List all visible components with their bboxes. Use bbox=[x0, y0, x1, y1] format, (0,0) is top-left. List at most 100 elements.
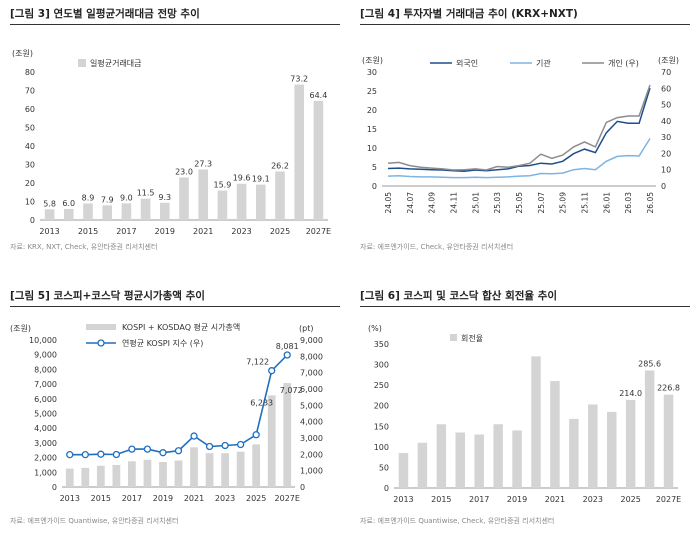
bar bbox=[625, 399, 636, 488]
x-tick-label: 2027E bbox=[275, 494, 300, 503]
y-tick-label-right: 5,000 bbox=[300, 401, 323, 410]
y-axis-title-right: (조원) bbox=[658, 56, 679, 65]
bar bbox=[436, 424, 447, 488]
data-label: 285.6 bbox=[638, 359, 661, 368]
data-label: 214.0 bbox=[619, 389, 642, 398]
bar bbox=[663, 394, 674, 488]
legend-label: 기관 bbox=[536, 58, 551, 68]
line-point bbox=[190, 432, 198, 440]
x-tick-label: 2025 bbox=[620, 495, 640, 504]
bar bbox=[283, 383, 292, 487]
bar bbox=[128, 461, 136, 487]
legend-label: 회전율 bbox=[461, 333, 483, 343]
y-tick-label-right: 4,000 bbox=[300, 418, 323, 427]
x-tick-label: 26.03 bbox=[624, 192, 633, 214]
chart-title: [그림 3] 연도별 일평균거래대금 전망 추이 bbox=[10, 8, 200, 20]
y-tick-label-right: 3,000 bbox=[300, 434, 323, 443]
y-tick-label-right: 8,000 bbox=[300, 352, 323, 361]
bar bbox=[569, 418, 579, 488]
line-point bbox=[143, 445, 152, 453]
chart-panel-daily-trading-value: [그림 3] 연도별 일평균거래대금 전망 추이 (조원) 0 10 20 30 40 50… bbox=[10, 6, 340, 258]
legend-label: 연평균 KOSPI 지수 (우) bbox=[122, 338, 203, 348]
bar bbox=[65, 468, 74, 487]
data-label: 7.9 bbox=[101, 195, 114, 204]
combo-chart-market-cap: (조원) (pt)01,0002,0003,0004,0005,0006,0007… bbox=[10, 322, 323, 503]
data-label: 8,081 bbox=[276, 342, 299, 351]
x-tick-label: 25.07 bbox=[537, 192, 546, 214]
bar bbox=[531, 356, 541, 488]
y-tick-label: 150 bbox=[374, 422, 389, 431]
x-tick-label: 2019 bbox=[155, 227, 175, 236]
x-tick-label: 2021 bbox=[184, 494, 204, 503]
y-tick-label: 0 bbox=[372, 182, 377, 191]
y-tick-label: 4,000 bbox=[34, 424, 57, 433]
x-tick-label: 2021 bbox=[193, 227, 213, 236]
data-label: 9.0 bbox=[120, 193, 133, 202]
y-tick-label-right: 50 bbox=[661, 101, 671, 110]
legend-label: 개인 (우) bbox=[608, 58, 639, 68]
x-tick-label: 25.09 bbox=[559, 192, 568, 214]
y-tick-label: 10,000 bbox=[29, 336, 57, 345]
x-tick-label: 2017 bbox=[116, 227, 136, 236]
y-tick-label: 0 bbox=[384, 484, 389, 493]
bar bbox=[83, 203, 93, 220]
y-tick-label: 0 bbox=[52, 483, 57, 492]
bar bbox=[313, 100, 324, 220]
legend-swatch bbox=[86, 324, 116, 330]
legend-label: 일평균거래대금 bbox=[90, 58, 142, 68]
bar bbox=[267, 395, 276, 487]
line-point bbox=[236, 440, 245, 449]
x-tick-label: 26.01 bbox=[602, 192, 611, 214]
bar bbox=[455, 432, 465, 488]
y-tick-label: 20 bbox=[25, 179, 35, 188]
y-tick-label: 8,000 bbox=[34, 365, 57, 374]
y-tick-label: 40 bbox=[25, 142, 35, 151]
x-tick-label: 2023 bbox=[583, 495, 603, 504]
y-tick-label: 10 bbox=[367, 144, 377, 153]
bar bbox=[64, 208, 74, 220]
title-rule bbox=[360, 24, 690, 25]
x-tick-label: 2013 bbox=[393, 495, 413, 504]
y-tick-label-right: 70 bbox=[661, 68, 671, 77]
legend-label: KOSPI + KOSDAQ 평균 시가총액 bbox=[122, 322, 240, 332]
data-label: 8.9 bbox=[82, 194, 95, 203]
y-tick-label: 5 bbox=[372, 163, 377, 172]
y-tick-label-right: 0 bbox=[300, 483, 305, 492]
x-tick-label: 25.05 bbox=[515, 192, 524, 214]
line-chart-investor-trading: (조원) (조원) 0 5 10 15 20 25 30 0 10 20 30 40 50 60 70 24.05… bbox=[362, 56, 679, 214]
bar bbox=[474, 434, 484, 488]
data-label: 7,122 bbox=[246, 358, 269, 367]
y-tick-label-right: 7,000 bbox=[300, 369, 323, 378]
y-tick-label-right: 1,000 bbox=[300, 467, 323, 476]
bar bbox=[221, 453, 229, 487]
line-point bbox=[205, 442, 214, 451]
y-tick-label: 50 bbox=[25, 124, 35, 133]
y-tick-label: 20 bbox=[367, 106, 377, 115]
y-tick-label: 2,000 bbox=[34, 454, 57, 463]
y-tick-label: 30 bbox=[25, 161, 35, 170]
x-tick-label: 24.09 bbox=[428, 192, 437, 214]
y-tick-label-right: 2,000 bbox=[300, 450, 323, 459]
y-tick-label: 1,000 bbox=[34, 468, 57, 477]
y-tick-label-right: 0 bbox=[661, 182, 666, 191]
data-label: 7,072 bbox=[280, 386, 303, 395]
line-point bbox=[97, 450, 105, 458]
y-axis-title-right: (pt) bbox=[299, 324, 313, 333]
x-tick-label: 2025 bbox=[270, 227, 290, 236]
y-tick-label: 3,000 bbox=[34, 439, 57, 448]
bar bbox=[159, 462, 167, 487]
bar bbox=[174, 460, 183, 487]
data-label: 73.2 bbox=[290, 75, 308, 84]
y-axis-title-left: (조원) bbox=[362, 56, 383, 65]
legend-swatch bbox=[97, 339, 105, 347]
legend-swatch bbox=[78, 59, 86, 67]
data-label: 226.8 bbox=[657, 384, 680, 393]
legend-swatch bbox=[450, 334, 457, 341]
y-tick-label-right: 20 bbox=[661, 149, 671, 158]
legend-label: 외국인 bbox=[456, 58, 478, 68]
bar bbox=[275, 171, 285, 220]
line-point bbox=[252, 431, 260, 439]
series-line bbox=[387, 138, 651, 179]
y-tick-label: 5,000 bbox=[34, 410, 57, 419]
bar bbox=[102, 205, 112, 220]
